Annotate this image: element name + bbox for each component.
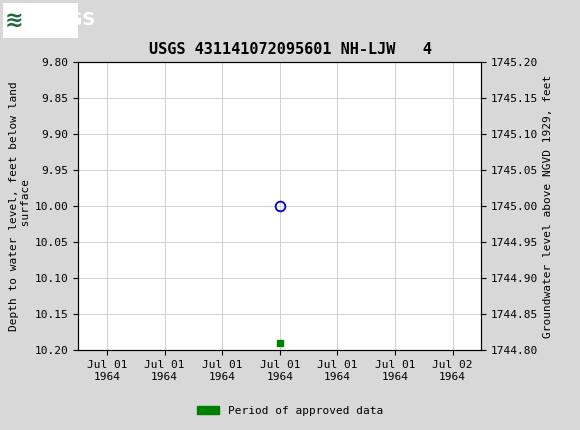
Text: ≋: ≋ [5, 10, 23, 31]
Y-axis label: Depth to water level, feet below land
 surface: Depth to water level, feet below land su… [9, 82, 31, 331]
Bar [3, 3, 78, 37]
Y-axis label: Groundwater level above NGVD 1929, feet: Groundwater level above NGVD 1929, feet [542, 75, 553, 338]
Legend: Period of approved data: Period of approved data [193, 401, 387, 420]
Text: USGS: USGS [41, 12, 96, 29]
Text: USGS 431141072095601 NH-LJW   4: USGS 431141072095601 NH-LJW 4 [148, 42, 432, 57]
